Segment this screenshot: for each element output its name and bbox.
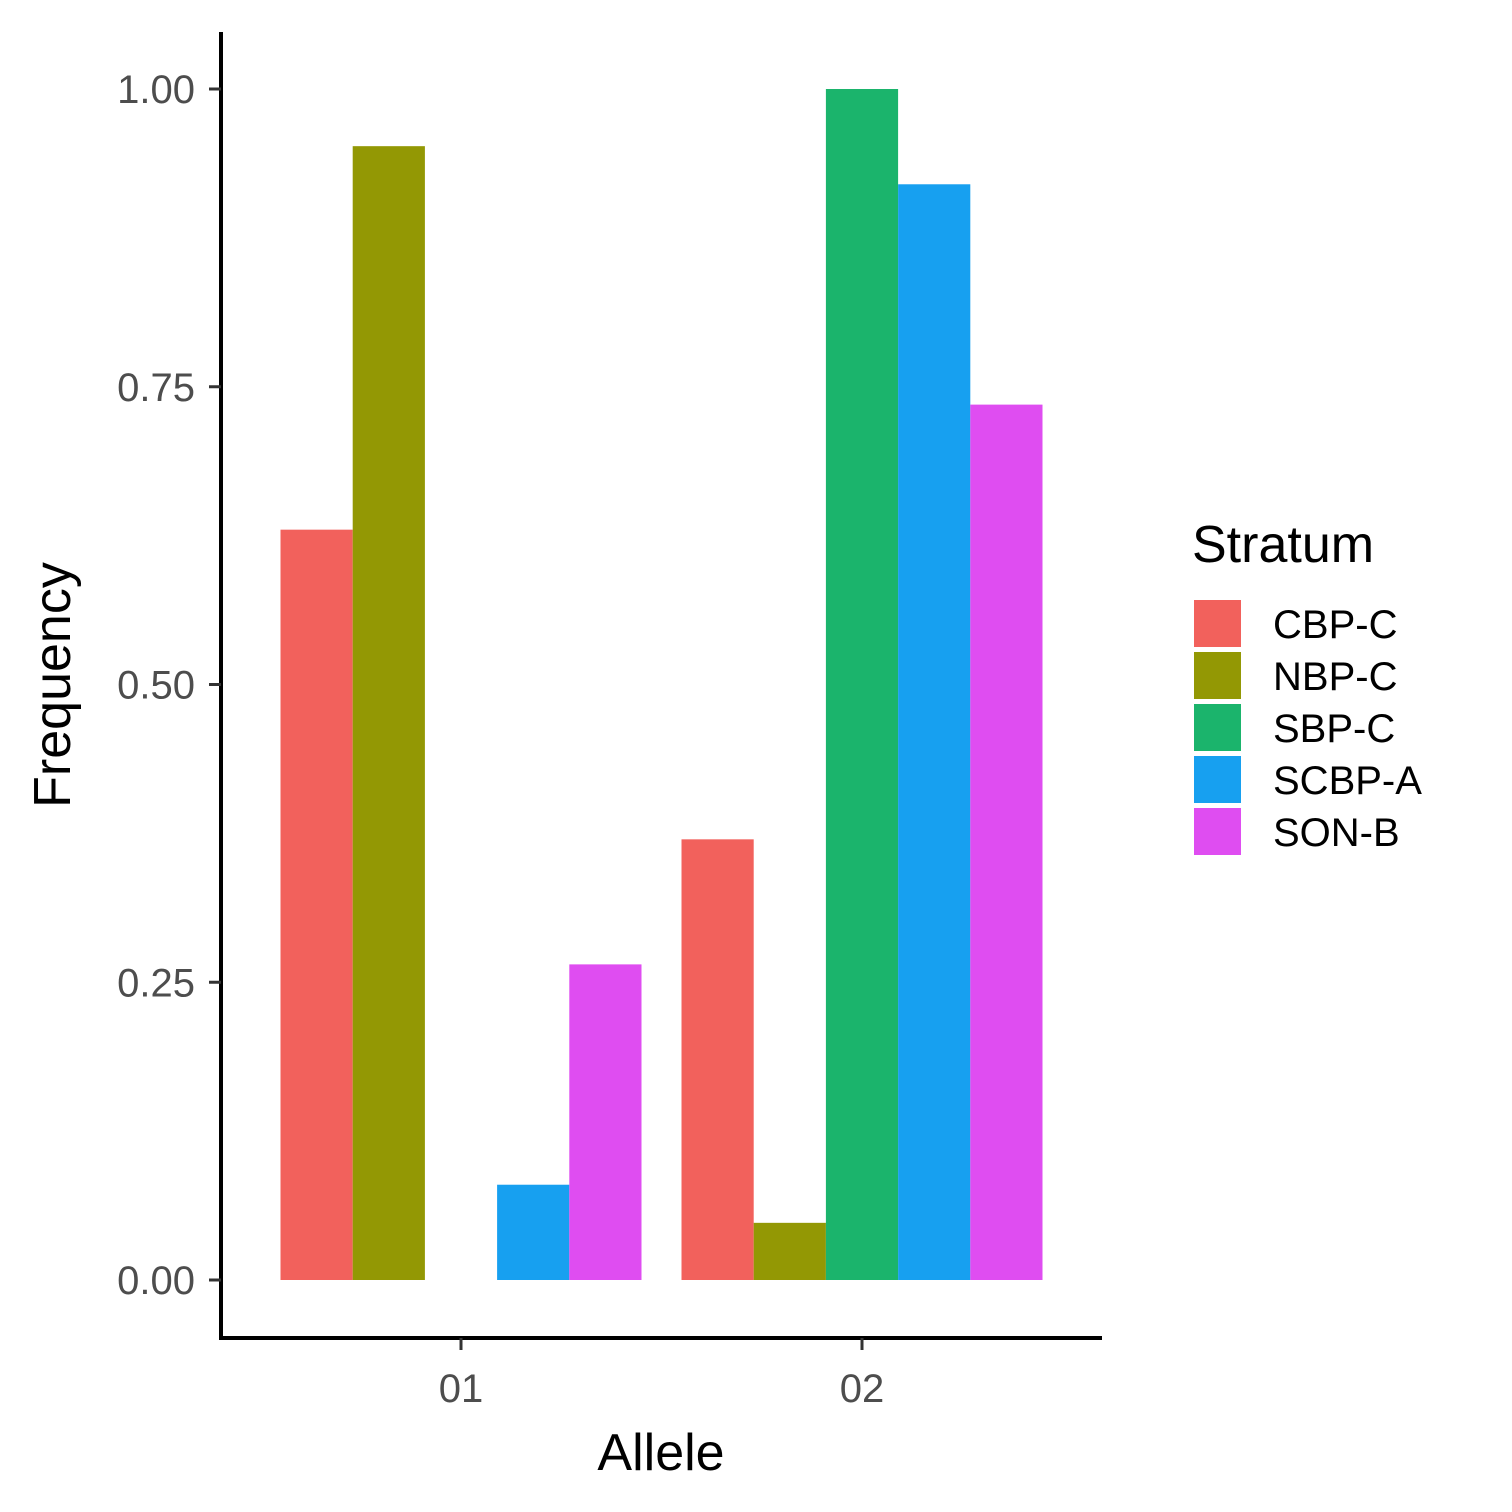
x-axis-ticks: 01 02 [439, 1338, 885, 1411]
legend-swatch-cbp-c [1194, 600, 1241, 647]
legend-swatch-son-b [1194, 808, 1241, 855]
bar-scbp-a-01 [497, 1184, 570, 1280]
legend-label-cbp-c: CBP-C [1273, 603, 1397, 647]
bar-cbp-c-01 [280, 529, 353, 1280]
legend-swatch-sbp-c [1194, 704, 1241, 751]
y-axis-title: Frequency [24, 562, 82, 808]
legend-label-sbp-c: SBP-C [1273, 707, 1395, 751]
legend-title: Stratum [1192, 516, 1374, 574]
bar-scbp-a-02 [898, 184, 971, 1280]
bar-nbp-c-02 [753, 1222, 826, 1280]
legend-label-son-b: SON-B [1273, 811, 1400, 855]
legend-swatch-scbp-a [1194, 756, 1241, 803]
y-tick-label: 0.00 [117, 1259, 195, 1303]
y-axis-ticks: 0.00 0.25 0.50 0.75 1.00 [117, 68, 221, 1303]
y-tick-label: 1.00 [117, 68, 195, 112]
bars-layer [280, 89, 1043, 1280]
y-tick-label: 0.25 [117, 961, 195, 1005]
bar-nbp-c-01 [352, 146, 425, 1280]
bar-son-b-02 [970, 404, 1043, 1280]
bar-son-b-01 [569, 964, 642, 1280]
x-axis-title: Allele [597, 1424, 724, 1482]
bar-cbp-c-02 [681, 839, 754, 1280]
legend-label-scbp-a: SCBP-A [1273, 759, 1422, 803]
legend-items: CBP-C NBP-C SBP-C SCBP-A SON-B [1194, 600, 1422, 855]
legend-swatch-nbp-c [1194, 652, 1241, 699]
bar-sbp-c-02 [825, 89, 899, 1280]
x-tick-label: 02 [840, 1367, 885, 1411]
y-tick-label: 0.50 [117, 664, 195, 708]
y-tick-label: 0.75 [117, 366, 195, 410]
x-tick-label: 01 [439, 1367, 484, 1411]
legend-label-nbp-c: NBP-C [1273, 655, 1397, 699]
legend: Stratum CBP-C NBP-C SBP-C SCBP-A SON-B [1192, 516, 1422, 855]
